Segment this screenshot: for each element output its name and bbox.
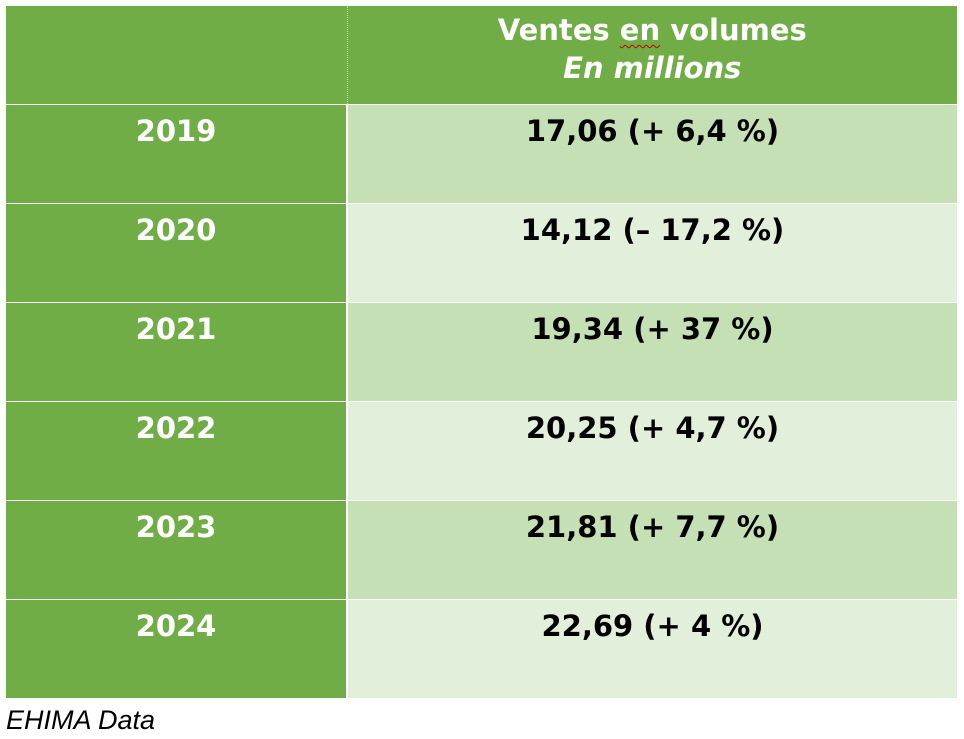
year-cell: 2022: [6, 401, 348, 501]
year-cell: 2024: [6, 599, 348, 698]
value-cell: 22,69 (+ 4 %): [347, 599, 957, 698]
sales-table: Ventes en volumes En millions 2019 17,06…: [6, 6, 957, 698]
header-title-cell: Ventes en volumes En millions: [347, 6, 957, 105]
table-header-row: Ventes en volumes En millions: [6, 6, 957, 105]
year-cell: 2023: [6, 500, 348, 600]
year-cell: 2020: [6, 203, 348, 303]
value-cell: 19,34 (+ 37 %): [347, 302, 957, 402]
table-row: 2019 17,06 (+ 6,4 %): [6, 104, 957, 204]
value-cell: 20,25 (+ 4,7 %): [347, 401, 957, 501]
table-row: 2024 22,69 (+ 4 %): [6, 599, 957, 698]
table-row: 2020 14,12 (– 17,2 %): [6, 203, 957, 303]
table-row: 2022 20,25 (+ 4,7 %): [6, 401, 957, 501]
table-row: 2021 19,34 (+ 37 %): [6, 302, 957, 402]
table-row: 2023 21,81 (+ 7,7 %): [6, 500, 957, 600]
year-cell: 2019: [6, 104, 348, 204]
year-cell: 2021: [6, 302, 348, 402]
value-cell: 21,81 (+ 7,7 %): [347, 500, 957, 600]
header-empty-cell: [6, 6, 348, 105]
column-title-prefix: Ventes: [497, 13, 620, 47]
column-title-suffix: volumes: [660, 13, 807, 47]
value-cell: 14,12 (– 17,2 %): [347, 203, 957, 303]
column-title: Ventes en volumes: [348, 13, 958, 47]
value-cell: 17,06 (+ 6,4 %): [347, 104, 957, 204]
column-subtitle: En millions: [563, 51, 742, 85]
source-caption: EHIMA Data: [6, 705, 156, 735]
column-title-spellcheck-word: en: [619, 13, 661, 47]
